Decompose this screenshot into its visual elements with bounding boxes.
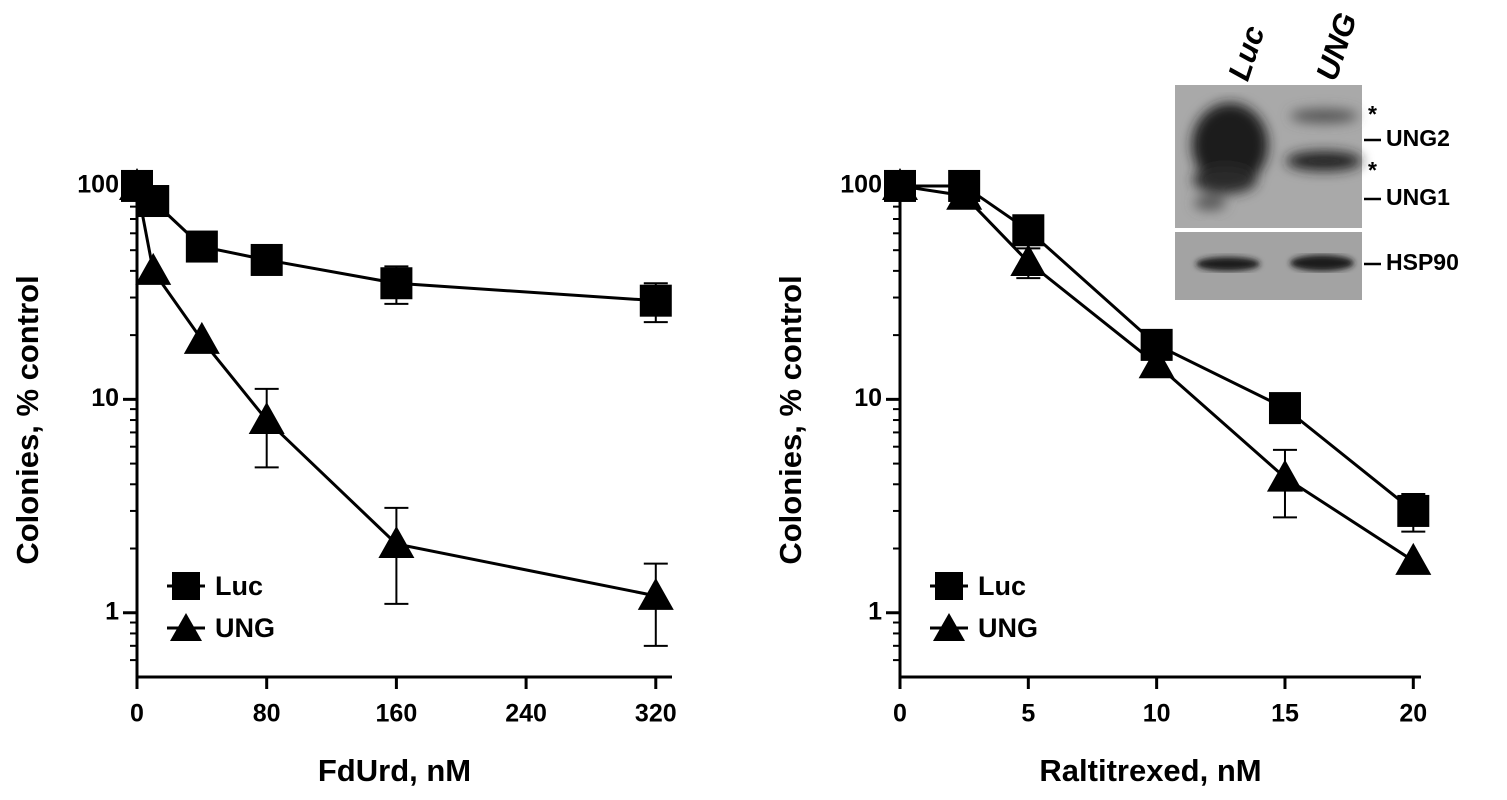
x-tick-label: 320 bbox=[635, 700, 677, 728]
x-tick-label: 160 bbox=[376, 700, 418, 728]
y-tick-label: 1 bbox=[105, 597, 119, 625]
legend-label: Luc bbox=[978, 571, 1026, 601]
x-tick-label: 15 bbox=[1271, 700, 1299, 728]
x-tick-label: 0 bbox=[893, 700, 907, 728]
marker bbox=[640, 285, 672, 317]
marker bbox=[1267, 460, 1303, 492]
x-tick-label: 240 bbox=[505, 700, 547, 728]
legend-label: UNG bbox=[215, 613, 275, 643]
band-label: UNG1 bbox=[1386, 184, 1450, 210]
legend-marker bbox=[172, 572, 200, 600]
legend-marker bbox=[935, 572, 963, 600]
y-tick-label: 10 bbox=[91, 384, 119, 412]
y-axis-label: Colonies, % control bbox=[773, 275, 808, 564]
x-axis-label: FdUrd, nM bbox=[318, 753, 471, 788]
y-tick-label: 1 bbox=[868, 597, 882, 625]
band-label: HSP90 bbox=[1386, 249, 1459, 275]
marker bbox=[251, 244, 283, 276]
legend-label: Luc bbox=[215, 571, 263, 601]
marker bbox=[1397, 495, 1429, 527]
marker bbox=[1012, 214, 1044, 246]
marker bbox=[1395, 543, 1431, 575]
x-tick-label: 20 bbox=[1399, 700, 1427, 728]
asterisk: * bbox=[1368, 101, 1377, 127]
y-axis-label: Colonies, % control bbox=[10, 275, 45, 564]
y-tick-label: 100 bbox=[840, 171, 882, 199]
x-tick-label: 80 bbox=[253, 700, 281, 728]
x-tick-label: 0 bbox=[130, 700, 144, 728]
marker bbox=[184, 322, 220, 354]
figure: Luc UNG * * UNG2 UNG1 HSP90 110100080160… bbox=[0, 0, 1507, 795]
legend-label: UNG bbox=[978, 613, 1038, 643]
lane-label: Luc bbox=[1221, 21, 1271, 84]
marker bbox=[380, 267, 412, 299]
lane-label: UNG bbox=[1309, 8, 1364, 84]
x-axis-label: Raltitrexed, nM bbox=[1039, 753, 1261, 788]
x-tick-label: 5 bbox=[1021, 700, 1035, 728]
y-tick-label: 100 bbox=[77, 171, 119, 199]
x-tick-label: 10 bbox=[1143, 700, 1171, 728]
marker bbox=[1269, 392, 1301, 424]
asterisk: * bbox=[1368, 157, 1377, 183]
band-label: UNG2 bbox=[1386, 125, 1450, 151]
marker bbox=[186, 231, 218, 263]
y-tick-label: 10 bbox=[854, 384, 882, 412]
western-blot: Luc UNG * * UNG2 UNG1 HSP90 bbox=[1175, 8, 1459, 300]
marker bbox=[135, 253, 171, 285]
